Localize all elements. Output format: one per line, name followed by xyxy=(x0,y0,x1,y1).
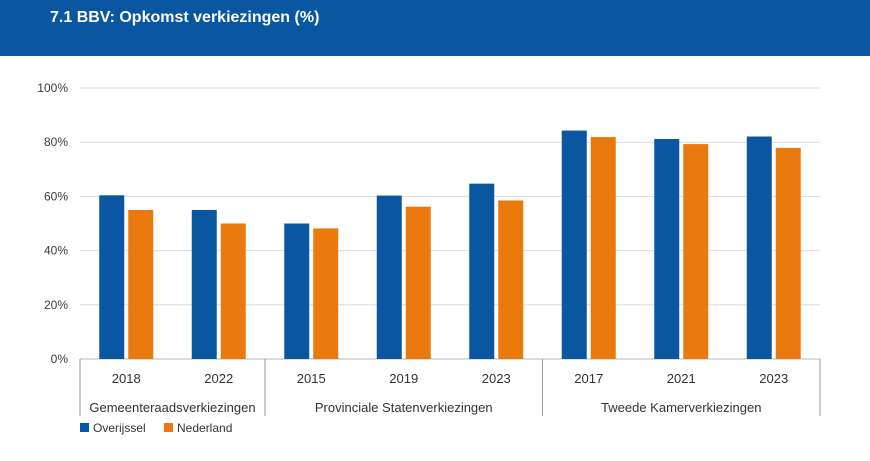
x-tick-label: 2017 xyxy=(574,371,603,386)
bar-overijssel xyxy=(561,130,587,359)
y-tick-label: 20% xyxy=(44,298,68,312)
y-tick-label: 40% xyxy=(44,244,68,258)
chart-area: 0% 20% 40% 60% 80% 100% 2018 2022 2015 2019 2023 2… xyxy=(0,56,870,461)
y-tick-label: 80% xyxy=(44,135,68,149)
bar-chart: 0%20%40%60%80%100% 2018 2022 2015 2019 2023 2… xyxy=(37,81,821,435)
page-title: 7.1 BBV: Opkomst verkiezingen (%) xyxy=(50,9,320,26)
header-bar: 7.1 BBV: Opkomst verkiezingen (%) xyxy=(0,0,870,56)
y-tick-label: 60% xyxy=(44,189,68,203)
bar-nederland xyxy=(128,209,154,359)
bar-nederland xyxy=(313,228,339,359)
legend-swatch xyxy=(164,423,173,432)
bar-nederland xyxy=(590,137,616,359)
bar-overijssel xyxy=(469,183,495,359)
bar-overijssel xyxy=(746,136,772,359)
bars xyxy=(99,130,801,359)
x-axis: 2018 2022 2015 2019 2023 2017 2021 2023 Gemeente… xyxy=(79,359,821,416)
bar-overijssel xyxy=(99,195,125,359)
grid-lines xyxy=(80,87,820,360)
x-tick-label: 2018 xyxy=(112,371,141,386)
legend: Overijssel Nederland xyxy=(80,421,232,435)
group-label: Tweede Kamerverkiezingen xyxy=(601,400,761,415)
bar-nederland xyxy=(775,147,801,359)
x-tick-label: 2019 xyxy=(389,371,418,386)
bar-overijssel xyxy=(284,223,310,359)
group-label: Provinciale Statenverkiezingen xyxy=(315,400,493,415)
legend-label[interactable]: Nederland xyxy=(177,421,232,435)
y-tick-label: 0% xyxy=(51,352,69,366)
legend-swatch xyxy=(80,423,89,432)
legend-label[interactable]: Overijssel xyxy=(93,421,146,435)
bar-overijssel xyxy=(191,209,217,359)
x-tick-label: 2023 xyxy=(482,371,511,386)
x-tick-label: 2021 xyxy=(667,371,696,386)
bar-nederland xyxy=(683,144,709,359)
bar-overijssel xyxy=(376,195,402,359)
group-label: Gemeenteraadsverkiezingen xyxy=(89,400,255,415)
bar-overijssel xyxy=(654,138,680,359)
bar-nederland xyxy=(498,200,524,359)
y-axis-ticks: 0% 20% 40% 60% 80% 100% xyxy=(37,81,68,366)
x-tick-label: 2022 xyxy=(204,371,233,386)
y-tick-label: 100% xyxy=(37,81,68,95)
bar-nederland xyxy=(405,206,431,359)
bar-nederland xyxy=(220,223,246,359)
x-tick-label: 2023 xyxy=(759,371,788,386)
x-tick-label: 2015 xyxy=(297,371,326,386)
